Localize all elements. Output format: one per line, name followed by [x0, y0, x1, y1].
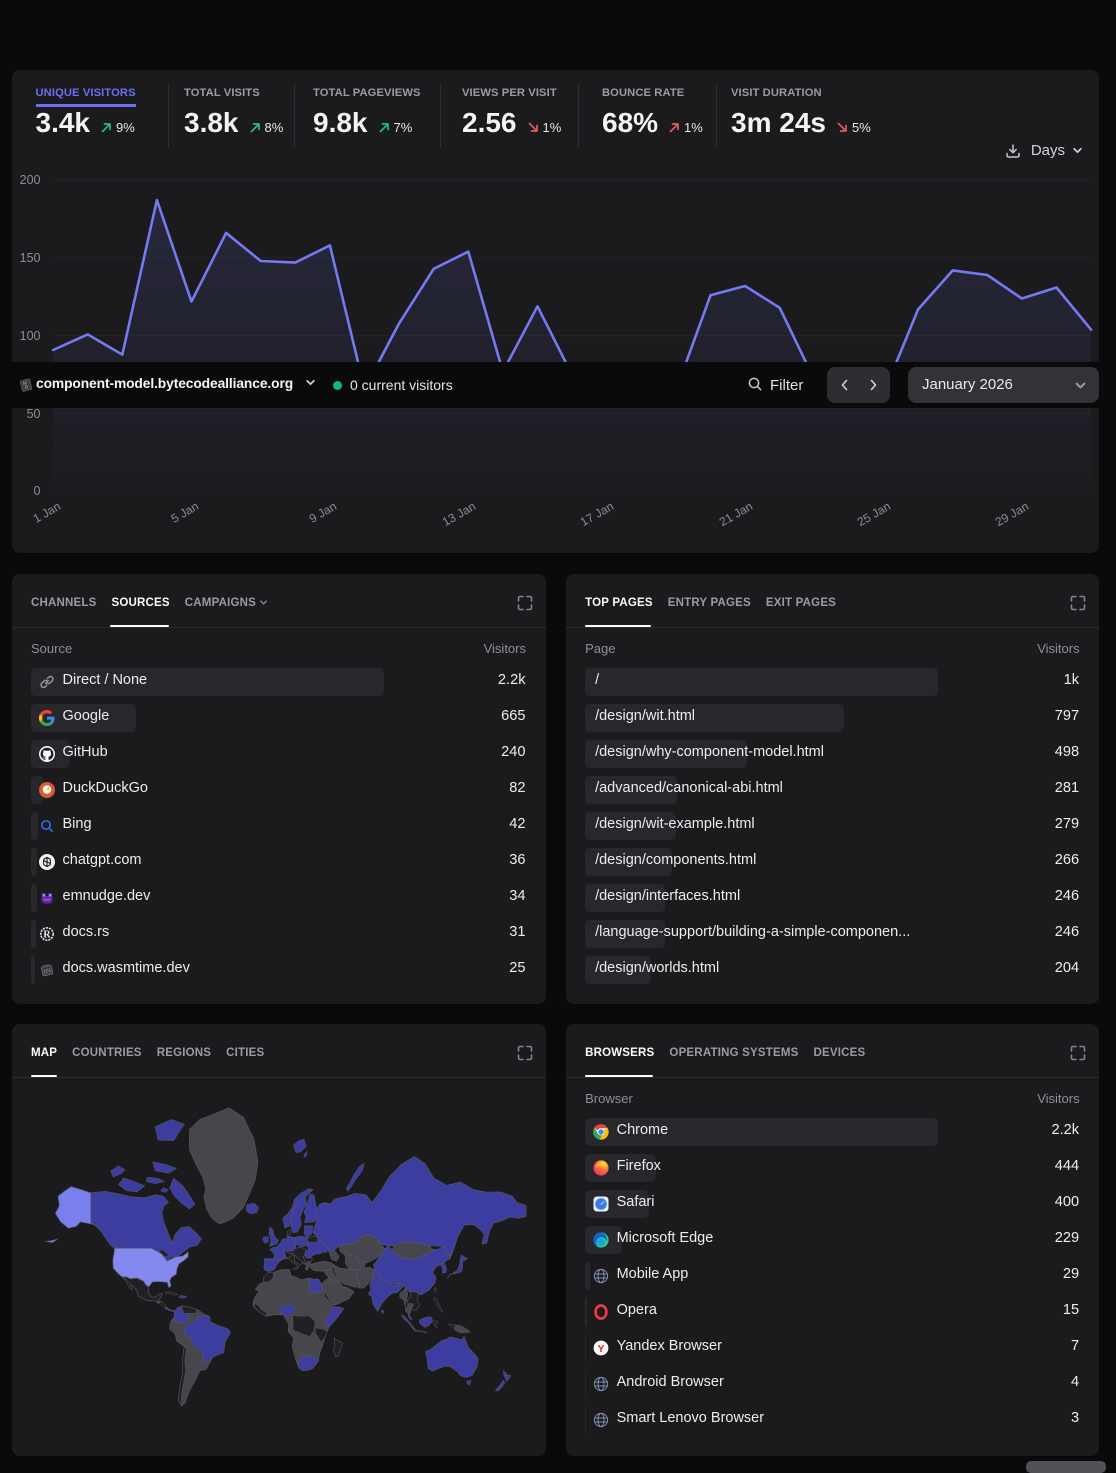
svg-text:R: R: [43, 929, 51, 940]
svg-text:D: D: [24, 384, 29, 390]
svg-text:M: M: [22, 380, 27, 386]
svg-text:101: 101: [42, 967, 52, 975]
svg-text:Y: Y: [597, 1343, 604, 1355]
